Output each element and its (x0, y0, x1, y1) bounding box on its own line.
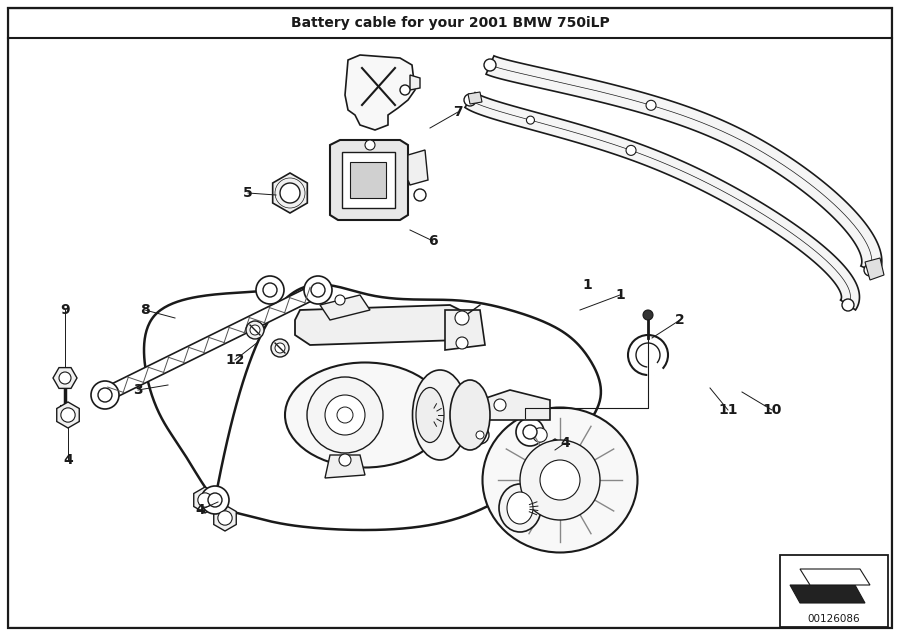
Polygon shape (865, 258, 884, 280)
Circle shape (549, 444, 561, 456)
Circle shape (526, 116, 535, 124)
Polygon shape (295, 305, 475, 345)
Circle shape (98, 388, 112, 402)
Circle shape (307, 377, 383, 453)
Circle shape (365, 140, 375, 150)
Text: 4: 4 (195, 503, 205, 517)
Text: 4: 4 (560, 436, 570, 450)
Circle shape (520, 440, 600, 520)
Polygon shape (320, 295, 370, 320)
Polygon shape (408, 150, 428, 185)
Text: 1: 1 (582, 278, 592, 292)
Polygon shape (480, 390, 550, 420)
Circle shape (325, 395, 365, 435)
Circle shape (311, 283, 325, 297)
Circle shape (304, 276, 332, 304)
Circle shape (201, 486, 229, 514)
Circle shape (523, 425, 537, 439)
Polygon shape (213, 505, 237, 531)
Circle shape (246, 321, 264, 339)
Circle shape (208, 493, 222, 507)
Polygon shape (545, 439, 564, 461)
Polygon shape (410, 75, 420, 90)
Text: 3: 3 (133, 383, 143, 397)
Circle shape (646, 100, 656, 110)
Circle shape (59, 372, 71, 384)
Circle shape (533, 428, 547, 442)
Circle shape (494, 399, 506, 411)
Polygon shape (53, 368, 77, 389)
Text: 2: 2 (675, 313, 685, 327)
Polygon shape (465, 93, 860, 310)
Text: 9: 9 (60, 303, 70, 317)
Circle shape (626, 146, 636, 155)
Circle shape (476, 431, 484, 439)
Circle shape (218, 511, 232, 525)
Circle shape (464, 94, 476, 106)
Text: 12: 12 (225, 353, 245, 367)
Text: Battery cable for your 2001 BMW 750iLP: Battery cable for your 2001 BMW 750iLP (291, 16, 609, 30)
Polygon shape (330, 140, 408, 220)
Polygon shape (486, 56, 882, 274)
Circle shape (61, 408, 76, 422)
Text: 00126086: 00126086 (807, 614, 860, 624)
Text: 4: 4 (63, 453, 73, 467)
Text: 8: 8 (140, 303, 150, 317)
Circle shape (339, 454, 351, 466)
Ellipse shape (412, 370, 467, 460)
Polygon shape (194, 487, 216, 513)
Circle shape (456, 337, 468, 349)
Circle shape (484, 59, 496, 71)
Circle shape (263, 283, 277, 297)
Polygon shape (800, 569, 870, 585)
Circle shape (275, 343, 285, 353)
Circle shape (414, 189, 426, 201)
Polygon shape (57, 402, 79, 428)
Polygon shape (350, 162, 386, 198)
Circle shape (280, 183, 300, 203)
Text: 6: 6 (428, 234, 437, 248)
Circle shape (198, 493, 212, 507)
Polygon shape (102, 284, 321, 401)
Ellipse shape (499, 484, 541, 532)
Polygon shape (273, 173, 307, 213)
Polygon shape (342, 152, 395, 208)
Text: 11: 11 (718, 403, 738, 417)
Circle shape (568, 445, 582, 459)
Circle shape (335, 295, 345, 305)
Circle shape (842, 299, 854, 311)
Circle shape (271, 339, 289, 357)
Ellipse shape (450, 380, 490, 450)
Polygon shape (445, 310, 485, 350)
Polygon shape (790, 585, 865, 603)
Ellipse shape (285, 363, 445, 467)
Polygon shape (528, 422, 552, 448)
Text: 10: 10 (762, 403, 782, 417)
Circle shape (636, 343, 660, 367)
Polygon shape (468, 92, 482, 104)
Circle shape (516, 418, 544, 446)
Circle shape (337, 407, 353, 423)
Polygon shape (325, 455, 365, 478)
Wedge shape (648, 355, 663, 377)
Circle shape (864, 264, 876, 276)
Circle shape (400, 85, 410, 95)
Circle shape (643, 310, 653, 320)
Ellipse shape (416, 387, 444, 443)
Text: 7: 7 (454, 105, 463, 119)
Circle shape (91, 381, 119, 409)
Circle shape (256, 276, 284, 304)
Ellipse shape (507, 492, 533, 524)
Polygon shape (780, 555, 888, 627)
Text: 5: 5 (243, 186, 253, 200)
Circle shape (540, 460, 580, 500)
Circle shape (250, 325, 260, 335)
Circle shape (455, 311, 469, 325)
Polygon shape (345, 55, 415, 130)
Circle shape (471, 426, 489, 444)
Text: 1: 1 (615, 288, 625, 302)
Ellipse shape (482, 408, 637, 553)
Polygon shape (563, 439, 586, 465)
